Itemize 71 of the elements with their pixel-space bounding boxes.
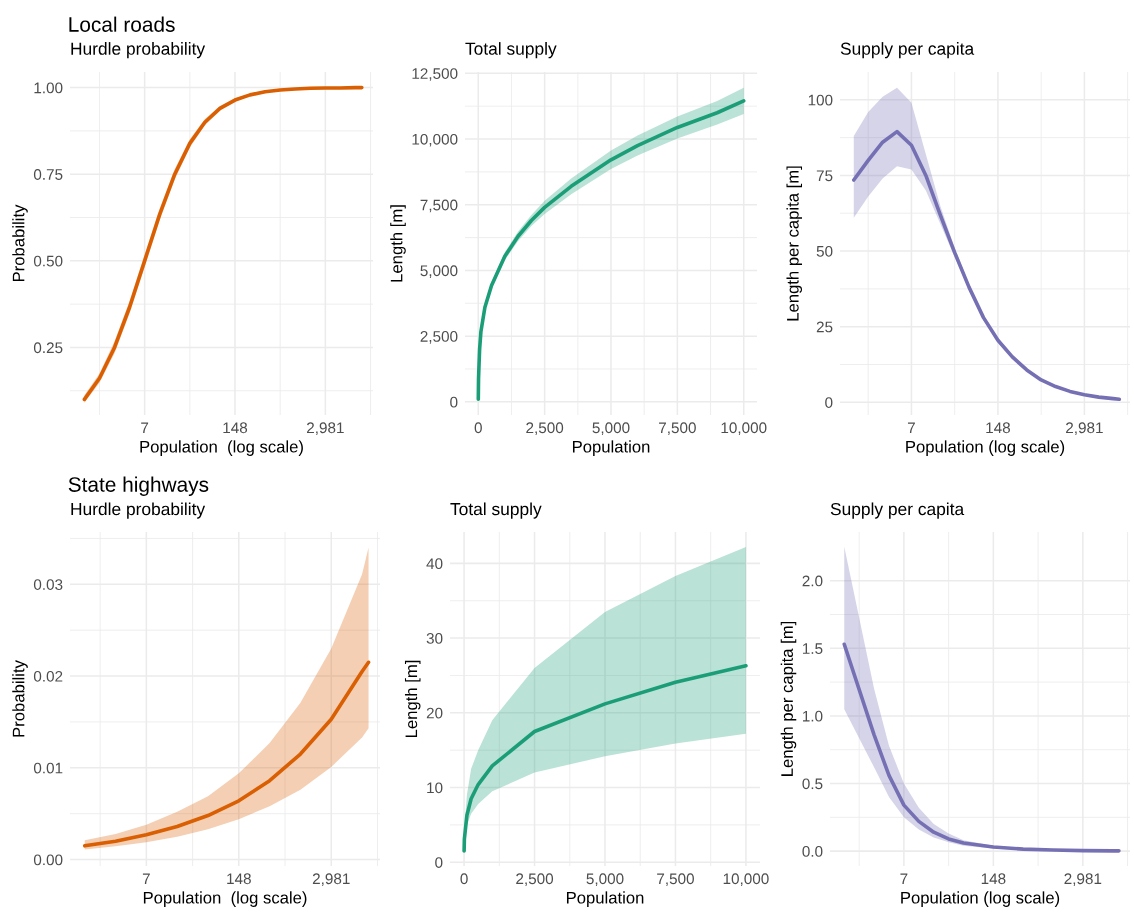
x-tick-label: 2,981 — [1066, 422, 1103, 435]
y-tick-label: 0.02 — [33, 670, 63, 682]
x-tick-label: 0 — [474, 422, 482, 434]
x-tick-label: 7,500 — [657, 873, 694, 886]
x-tick-label: 7 — [900, 873, 908, 885]
chart-subtitle: Total supply — [450, 502, 542, 519]
y-tick-label: 5,000 — [420, 265, 458, 278]
chart-subtitle: Hurdle probability — [71, 502, 206, 519]
x-axis-title: Population (log scale) — [901, 891, 1060, 907]
y-tick-label: 50 — [816, 245, 833, 257]
y-tick-label: 0.25 — [33, 342, 63, 354]
chart-title: Local roads — [69, 16, 175, 32]
x-tick-label: 7 — [141, 422, 149, 434]
x-axis-title: Population (log scale) — [906, 440, 1065, 456]
y-tick-label: 7,500 — [420, 199, 458, 213]
y-tick-label: 40 — [426, 558, 443, 570]
x-tick-label: 0 — [460, 873, 468, 885]
chart-subtitle: Supply per capita — [840, 42, 975, 59]
y-tick-label: 0.75 — [33, 169, 63, 180]
y-tick-label: 0.5 — [802, 778, 823, 790]
y-axis-title: Length [m] — [404, 660, 421, 738]
y-axis-title: Length per capita [m] — [786, 166, 803, 321]
chart-subtitle: Supply per capita — [830, 502, 965, 519]
chart-subtitle: Hurdle probability — [71, 42, 206, 59]
x-tick-label: 2,981 — [312, 873, 350, 886]
x-tick-label: 2,500 — [526, 422, 564, 435]
x-tick-label: 10,000 — [721, 422, 767, 435]
y-axis-title: Probability — [12, 204, 28, 282]
x-tick-label: 148 — [227, 873, 251, 885]
x-tick-label: 148 — [986, 422, 1010, 434]
y-tick-label: 20 — [426, 707, 443, 719]
y-tick-label: 0.0 — [802, 845, 823, 857]
x-tick-label: 5,000 — [592, 422, 630, 435]
y-tick-label: 0 — [450, 396, 458, 408]
x-tick-label: 7 — [907, 422, 915, 434]
x-tick-label: 2,981 — [307, 422, 344, 435]
y-tick-label: 2.0 — [802, 575, 823, 587]
y-axis-title: Probability — [12, 660, 28, 737]
y-tick-label: 1.0 — [802, 710, 823, 722]
y-tick-label: 75 — [816, 170, 833, 182]
y-tick-label: 0.01 — [33, 762, 63, 774]
x-axis-title: Population — [572, 440, 650, 456]
x-axis-title: Population — [566, 891, 644, 907]
x-tick-label: 7,500 — [659, 422, 696, 435]
y-tick-label: 12,500 — [412, 68, 458, 81]
y-axis-title: Length [m] — [390, 205, 406, 282]
y-tick-label: 2,500 — [420, 331, 458, 344]
y-tick-label: 0 — [435, 857, 443, 868]
x-tick-label: 10,000 — [723, 873, 769, 886]
y-axis-title: Length per capita [m] — [780, 621, 797, 776]
x-tick-label: 2,500 — [516, 873, 554, 886]
x-tick-label: 2,981 — [1064, 873, 1102, 886]
x-tick-label: 148 — [981, 873, 1006, 885]
y-tick-label: 0.00 — [33, 854, 63, 866]
chart-title: State highways — [68, 476, 209, 496]
x-axis-title: Population (log scale) — [140, 440, 303, 456]
chart-subtitle: Total supply — [465, 42, 557, 59]
y-tick-label: 1.5 — [802, 643, 823, 654]
y-tick-label: 0 — [825, 397, 833, 408]
y-tick-label: 30 — [426, 632, 443, 644]
y-tick-label: 10,000 — [412, 133, 458, 147]
y-tick-label: 0.50 — [33, 255, 63, 267]
x-tick-label: 5,000 — [586, 873, 624, 886]
y-tick-label: 1.00 — [34, 82, 63, 94]
x-tick-label: 148 — [223, 422, 248, 434]
y-tick-label: 10 — [427, 782, 443, 794]
x-tick-label: 7 — [142, 873, 150, 885]
y-tick-label: 25 — [816, 321, 833, 333]
y-tick-label: 0.03 — [33, 579, 63, 590]
y-tick-label: 100 — [808, 94, 833, 106]
x-axis-title: Population (log scale) — [143, 891, 307, 907]
